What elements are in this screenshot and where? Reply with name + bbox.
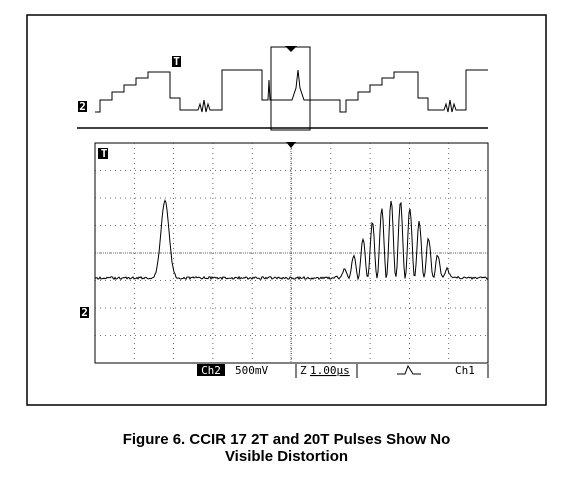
overview-trace bbox=[95, 69, 488, 113]
zoom-box bbox=[270, 46, 311, 131]
status-scale: 500mV bbox=[235, 364, 268, 377]
channel-badge bbox=[80, 307, 89, 318]
frame bbox=[26, 14, 547, 406]
grid bbox=[95, 143, 488, 363]
trigger-pos bbox=[286, 142, 296, 148]
trigger-badge bbox=[98, 148, 108, 159]
trigger-marker: T bbox=[173, 55, 180, 68]
status-channel: Ch2 bbox=[201, 364, 221, 377]
status-timebase: 1.00µs bbox=[310, 364, 350, 377]
channel-marker: 2 bbox=[79, 100, 86, 113]
caption-line: Visible Distortion bbox=[224, 448, 349, 465]
status-source: Ch1 bbox=[455, 364, 475, 377]
status-zoom: Z bbox=[300, 364, 307, 377]
zoom-pointer bbox=[285, 46, 297, 52]
main-trace bbox=[94, 199, 489, 281]
channel-marker: 2 bbox=[81, 306, 88, 319]
channel-badge bbox=[197, 364, 225, 376]
caption-line: Figure 6. CCIR 17 2T and 20T Pulses Show… bbox=[122, 431, 451, 448]
channel-badge bbox=[78, 101, 87, 112]
trigger-marker: T bbox=[101, 147, 108, 160]
scope-figure: T 2 T 2 Ch2 500mV Z 1.00µs Ch1 bbox=[26, 14, 547, 406]
trigger-slope-icon bbox=[397, 364, 421, 375]
trigger-badge bbox=[172, 56, 181, 67]
